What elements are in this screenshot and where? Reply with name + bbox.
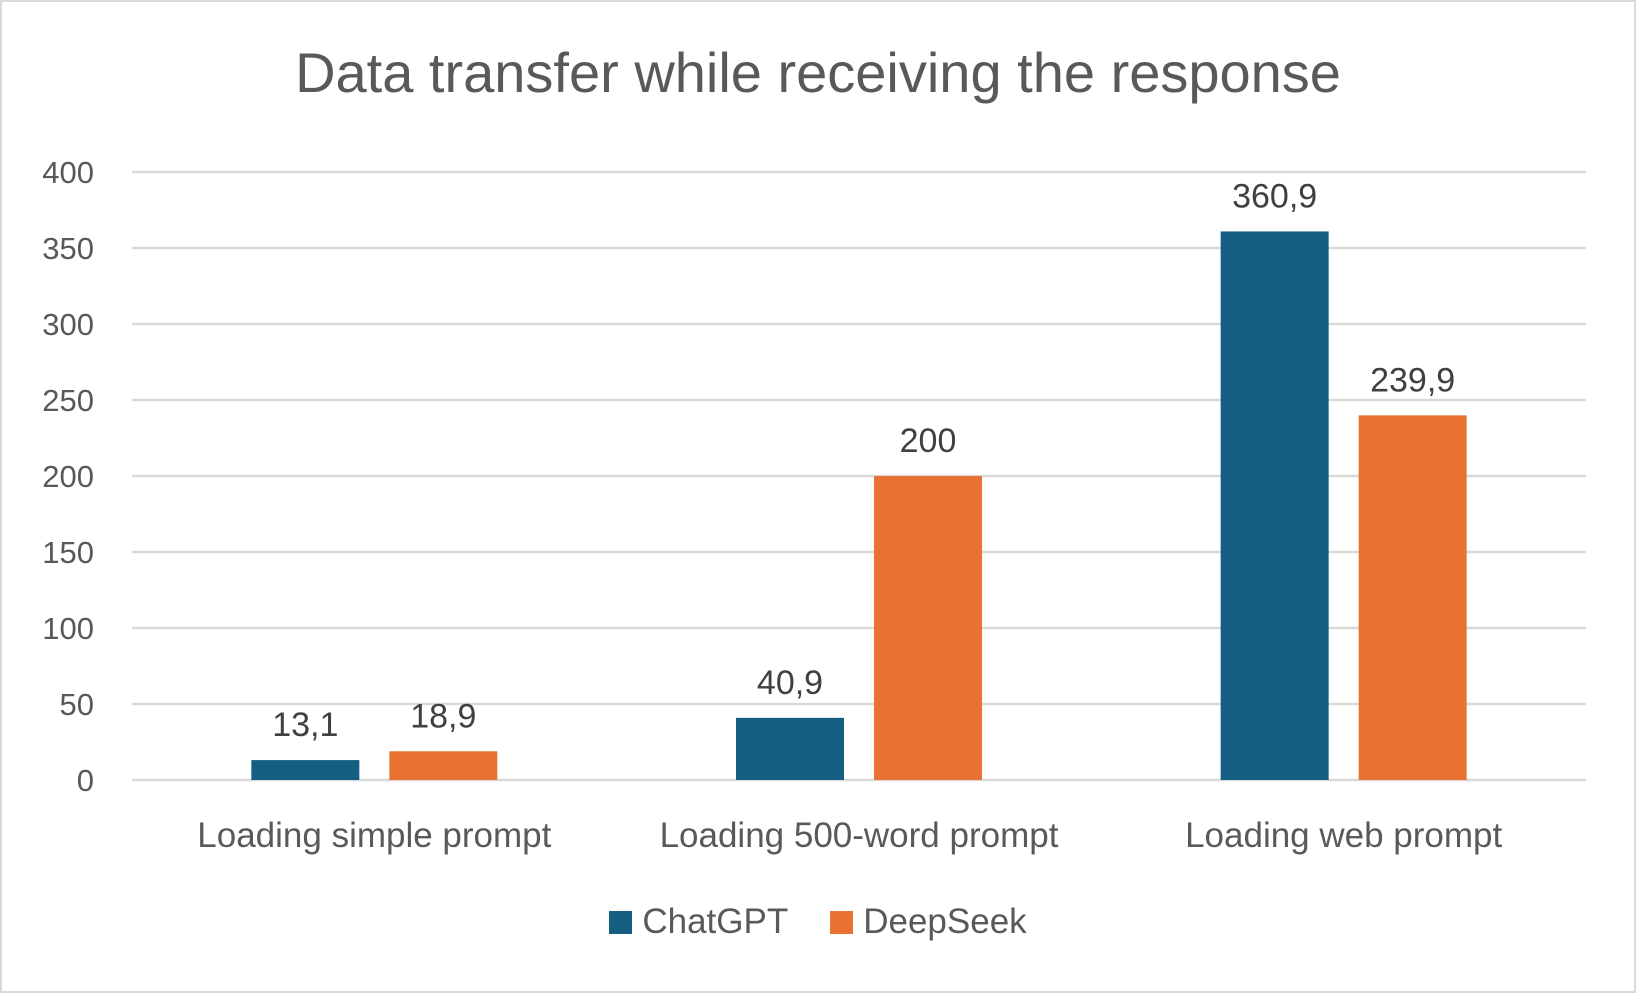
category-label-1: Loading simple prompt: [197, 816, 551, 855]
y-tick-label-200: 200: [42, 459, 94, 494]
chart-title: Data transfer while receiving the respon…: [295, 41, 1341, 104]
y-tick-label-100: 100: [42, 611, 94, 646]
y-tick-label-350: 350: [42, 231, 94, 266]
data-label-chatgpt-3: 360,9: [1232, 177, 1317, 215]
data-label-chatgpt-1: 13,1: [272, 706, 338, 744]
legend-swatch-chatgpt: [609, 910, 633, 934]
legend-label-chatgpt: ChatGPT: [642, 902, 789, 941]
bar-deepseek-1: [389, 751, 498, 780]
y-tick-label-150: 150: [42, 535, 94, 570]
y-tick-label-300: 300: [42, 307, 94, 342]
bar-chatgpt-3: [1220, 231, 1329, 780]
legend-label-deepseek: DeepSeek: [863, 902, 1027, 941]
data-label-chatgpt-2: 40,9: [757, 664, 823, 702]
category-label-3: Loading web prompt: [1185, 816, 1502, 855]
bar-deepseek-3: [1358, 415, 1467, 780]
y-tick-label-400: 400: [42, 155, 94, 190]
category-label-2: Loading 500-word prompt: [660, 816, 1059, 855]
y-tick-label-0: 0: [77, 763, 94, 798]
data-label-deepseek-1: 18,9: [410, 697, 476, 735]
legend-swatch-deepseek: [830, 910, 854, 934]
y-tick-label-50: 50: [60, 687, 94, 722]
legend-item-deepseek: DeepSeek: [830, 902, 1027, 942]
legend: ChatGPT DeepSeek: [2, 902, 1634, 942]
bar-chatgpt-1: [251, 760, 360, 780]
legend-item-chatgpt: ChatGPT: [609, 902, 788, 942]
bar-chatgpt-2: [736, 717, 844, 780]
y-tick-label-250: 250: [42, 383, 94, 418]
data-label-deepseek-2: 200: [900, 422, 957, 460]
bar-deepseek-2: [874, 476, 982, 780]
data-label-deepseek-3: 239,9: [1370, 361, 1455, 399]
